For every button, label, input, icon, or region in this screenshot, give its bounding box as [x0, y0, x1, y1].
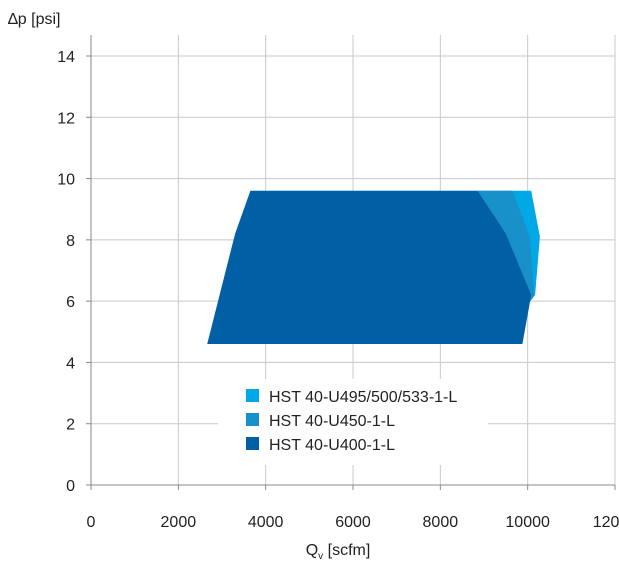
y-tick-label: 8 — [66, 233, 75, 250]
x-axis-title-subscript: v — [318, 551, 323, 562]
y-tick-label: 10 — [57, 172, 75, 189]
plot-areas — [207, 190, 540, 344]
x-tick-label: 8000 — [423, 514, 459, 531]
legend-background — [218, 379, 488, 465]
x-axis-title-unit: [scfm] — [323, 542, 370, 559]
legend-label: HST 40-U495/500/533-1-L — [269, 389, 457, 406]
axes: 0 2 4 6 8 10 12 14 0 2000 4000 6000 8000 10000 12000 — [57, 35, 619, 531]
legend-label: HST 40-U450-1-L — [269, 413, 395, 430]
x-tick-label: 2000 — [161, 514, 197, 531]
legend-label: HST 40-U400-1-L — [269, 437, 395, 454]
y-axis-title: ∆p [psi] — [8, 11, 60, 28]
x-tick-label: 10000 — [505, 514, 550, 531]
y-tick-label: 4 — [66, 355, 75, 372]
x-tick-label: 12000 — [593, 514, 619, 531]
x-tick-label: 4000 — [248, 514, 284, 531]
legend-swatch — [246, 413, 259, 426]
y-tick-label: 6 — [66, 294, 75, 311]
legend: HST 40-U495/500/533-1-L HST 40-U450-1-L HS… — [218, 379, 488, 465]
area-series-2 — [207, 190, 532, 344]
y-tick-label: 0 — [66, 478, 75, 495]
legend-swatch — [246, 389, 259, 402]
y-tick-label: 2 — [66, 417, 75, 434]
x-tick-label: 0 — [87, 514, 96, 531]
x-axis-title-main: Q — [306, 542, 318, 559]
x-tick-label: 6000 — [335, 514, 371, 531]
y-tick-label: 14 — [57, 49, 75, 66]
y-tick-label: 12 — [57, 110, 75, 127]
x-axis-title: Qv [scfm] — [306, 542, 371, 562]
legend-swatch — [246, 437, 259, 450]
